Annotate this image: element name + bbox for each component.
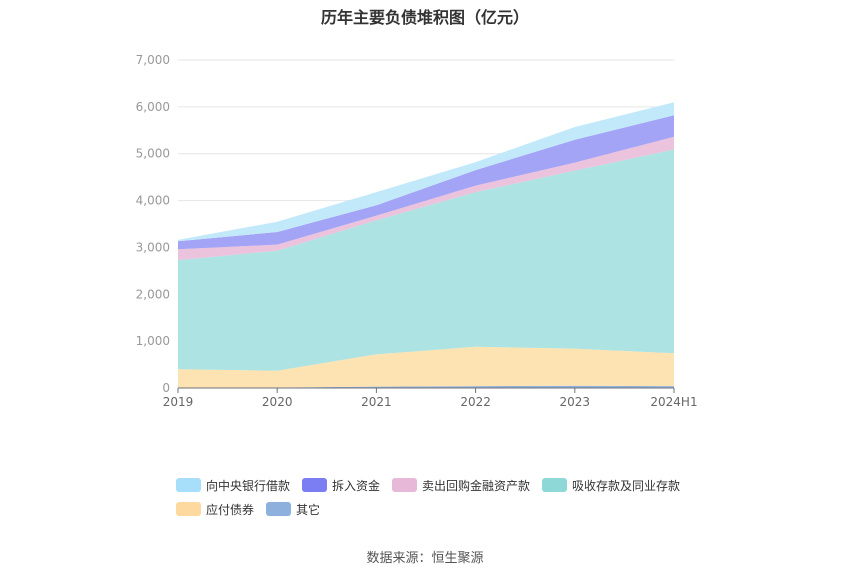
x-tick-label: 2021 xyxy=(361,395,392,409)
y-tick-label: 2,000 xyxy=(136,287,170,301)
legend-item[interactable]: 其它 xyxy=(266,501,320,518)
y-tick-label: 0 xyxy=(162,381,170,395)
x-tick-label: 2023 xyxy=(560,395,591,409)
legend: 向中央银行借款 拆入资金 卖出回购金融资产款 吸收存款及同业存款应付债券 其它 xyxy=(176,473,696,521)
legend-label: 向中央银行借款 xyxy=(206,478,291,493)
legend-swatch xyxy=(302,478,328,492)
x-tick-label: 2022 xyxy=(460,395,491,409)
legend-swatch xyxy=(176,502,201,516)
stacked-area-chart: 0 1,000 2,000 3,000 4,000 5,000 6,000 7,000 2019… xyxy=(136,53,698,409)
legend-label: 吸收存款及同业存款 xyxy=(572,478,681,493)
legend-item[interactable]: 向中央银行借款 xyxy=(176,477,290,494)
x-tick-label: 2024H1 xyxy=(650,395,697,409)
area-series-3 xyxy=(178,136,674,261)
y-tick-label: 6,000 xyxy=(136,100,170,114)
area-series-1 xyxy=(178,346,674,388)
y-tick-label: 5,000 xyxy=(136,147,170,161)
legend-swatch xyxy=(176,478,201,492)
legend-row: 向中央银行借款 拆入资金 卖出回购金融资产款 吸收存款及同业存款 xyxy=(176,473,696,497)
legend-label: 拆入资金 xyxy=(332,478,381,493)
y-tick-label: 4,000 xyxy=(136,194,170,208)
y-tick-label: 3,000 xyxy=(136,240,170,254)
area-layers xyxy=(178,102,674,388)
legend-item[interactable]: 拆入资金 xyxy=(302,477,380,494)
legend-label: 卖出回购金融资产款 xyxy=(422,478,531,493)
area-series-4 xyxy=(178,115,674,250)
axes: 0 1,000 2,000 3,000 4,000 5,000 6,000 7,000 2019… xyxy=(136,53,698,409)
legend-item[interactable]: 吸收存款及同业存款 xyxy=(542,477,680,494)
legend-label: 其它 xyxy=(296,502,321,517)
x-tick-label: 2019 xyxy=(163,395,194,409)
x-tick-label: 2020 xyxy=(262,395,293,409)
legend-row: 应付债券 其它 xyxy=(176,497,696,521)
area-series-2 xyxy=(178,149,674,371)
data-source: 数据来源：恒生聚源 xyxy=(366,551,484,566)
legend-swatch xyxy=(266,502,292,516)
legend-item[interactable]: 卖出回购金融资产款 xyxy=(392,477,530,494)
legend-item[interactable]: 应付债券 xyxy=(176,501,254,518)
area-series-0 xyxy=(178,385,674,388)
chart-title: 历年主要负债堆积图（亿元） xyxy=(320,8,529,27)
y-tick-label: 7,000 xyxy=(136,53,170,67)
legend-swatch xyxy=(392,478,418,492)
area-series-5 xyxy=(178,102,674,242)
legend-label: 应付债券 xyxy=(206,502,255,517)
legend-swatch xyxy=(542,478,568,492)
y-tick-label: 1,000 xyxy=(136,334,170,348)
